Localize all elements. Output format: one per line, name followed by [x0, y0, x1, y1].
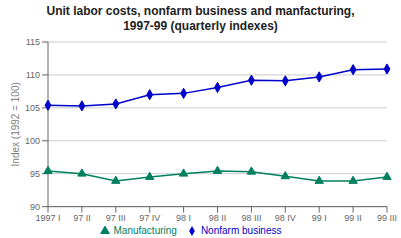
svg-text:90: 90 [30, 202, 40, 212]
svg-text:99 I: 99 I [312, 213, 327, 223]
svg-text:97 II: 97 II [73, 213, 91, 223]
svg-text:110: 110 [26, 70, 40, 80]
svg-text:115: 115 [26, 37, 40, 47]
svg-text:99 II: 99 II [344, 213, 362, 223]
svg-text:97 IV: 97 IV [139, 213, 160, 223]
svg-text:98 II: 98 II [209, 213, 227, 223]
html-text:Unit labor costs, nonfarm busi: Unit labor costs, nonfarm business and m… [46, 4, 355, 18]
svg-text:95: 95 [30, 169, 40, 179]
svg-text:98 IV: 98 IV [275, 213, 296, 223]
svg-text:Index (1992 = 100): Index (1992 = 100) [10, 82, 21, 166]
svg-text:97 III: 97 III [106, 213, 126, 223]
html-text:1997-99 (quarterly indexes): 1997-99 (quarterly indexes) [123, 19, 278, 33]
svg-text:98 III: 98 III [241, 213, 261, 223]
html-text:Manufacturing: Manufacturing [113, 224, 177, 236]
svg-text:105: 105 [25, 103, 40, 113]
html-text:Nonfarm business: Nonfarm business [200, 224, 282, 236]
svg-text:98 I: 98 I [176, 213, 191, 223]
svg-text:1997 I: 1997 I [35, 213, 60, 223]
svg-text:100: 100 [25, 136, 40, 146]
svg-text:99 III: 99 III [377, 213, 393, 223]
